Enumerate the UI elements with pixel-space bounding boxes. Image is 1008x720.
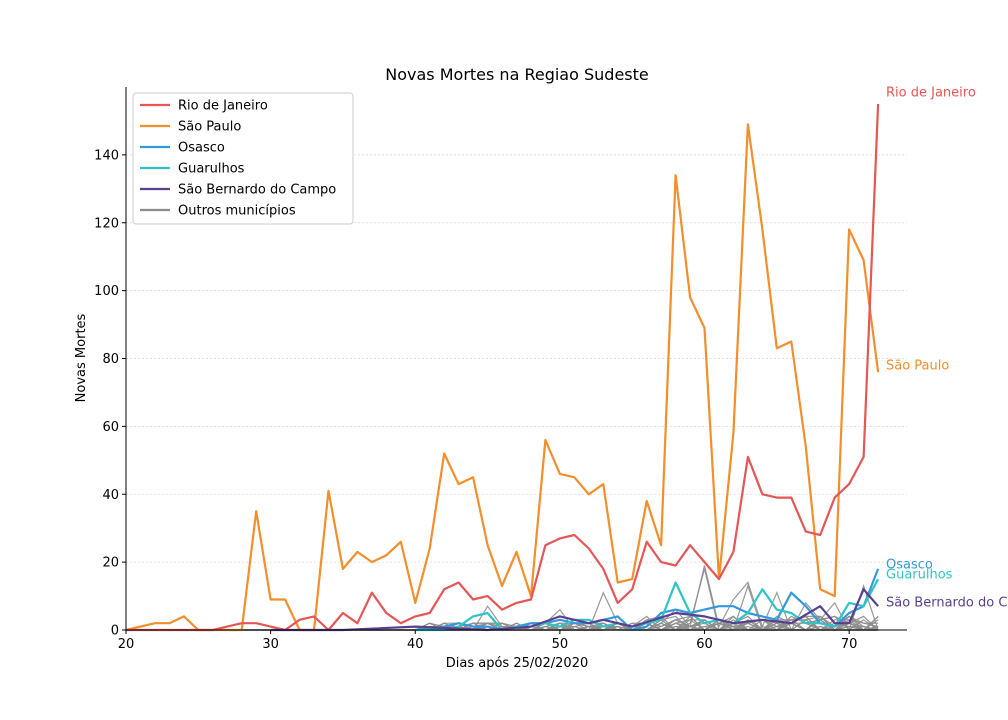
- y-tick-label: 40: [102, 488, 119, 503]
- y-tick-label: 80: [102, 352, 119, 367]
- x-axis-label: Dias após 25/02/2020: [446, 656, 589, 671]
- x-tick-label: 60: [696, 637, 713, 652]
- series-line-osasco: [415, 568, 880, 632]
- legend-label: Rio de Janeiro: [178, 99, 268, 114]
- y-tick-label: 100: [94, 284, 119, 299]
- y-tick-label: 0: [111, 624, 119, 639]
- legend-box: [132, 92, 354, 225]
- end-label: São Bernardo do Campo: [886, 596, 1008, 611]
- y-axis-label: Novas Mortes: [74, 313, 89, 402]
- x-tick-label: 50: [552, 637, 569, 652]
- x-tick-label: 70: [841, 637, 858, 652]
- y-tick-label: 20: [102, 556, 119, 571]
- y-tick-label: 120: [94, 216, 119, 231]
- legend-label: São Paulo: [178, 120, 241, 135]
- x-tick-label: 20: [118, 637, 135, 652]
- legend-label: São Bernardo do Campo: [178, 183, 336, 198]
- end-label: Guarulhos: [886, 568, 953, 583]
- chart-title: Novas Mortes na Regiao Sudeste: [385, 65, 648, 84]
- series-line-rio-de-janeiro: [126, 103, 880, 632]
- series-line-s-o-paulo: [125, 123, 880, 632]
- x-tick-label: 40: [407, 637, 424, 652]
- end-label: Osasco: [886, 558, 933, 573]
- y-tick-label: 140: [94, 148, 119, 163]
- end-label: Rio de Janeiro: [886, 86, 976, 101]
- x-tick-label: 30: [262, 637, 279, 652]
- legend-label: Osasco: [178, 141, 225, 156]
- y-tick-label: 60: [102, 420, 119, 435]
- legend-label: Outros municípios: [178, 204, 296, 219]
- legend: Rio de Janeiro São Paulo Osasco Guarulhos Sã…: [132, 92, 354, 225]
- end-label: São Paulo: [886, 359, 949, 374]
- legend-label: Guarulhos: [178, 162, 245, 177]
